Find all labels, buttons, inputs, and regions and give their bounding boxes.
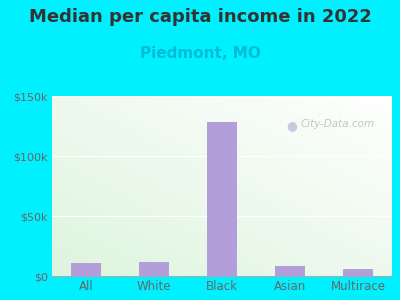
Text: City-Data.com: City-Data.com (300, 119, 374, 129)
Bar (139, 262, 169, 276)
Bar (207, 122, 237, 276)
Bar (275, 266, 305, 276)
Text: ●: ● (286, 119, 298, 132)
Bar (71, 263, 101, 276)
Text: Piedmont, MO: Piedmont, MO (140, 46, 260, 62)
Bar (343, 269, 373, 276)
Text: Median per capita income in 2022: Median per capita income in 2022 (28, 8, 372, 26)
